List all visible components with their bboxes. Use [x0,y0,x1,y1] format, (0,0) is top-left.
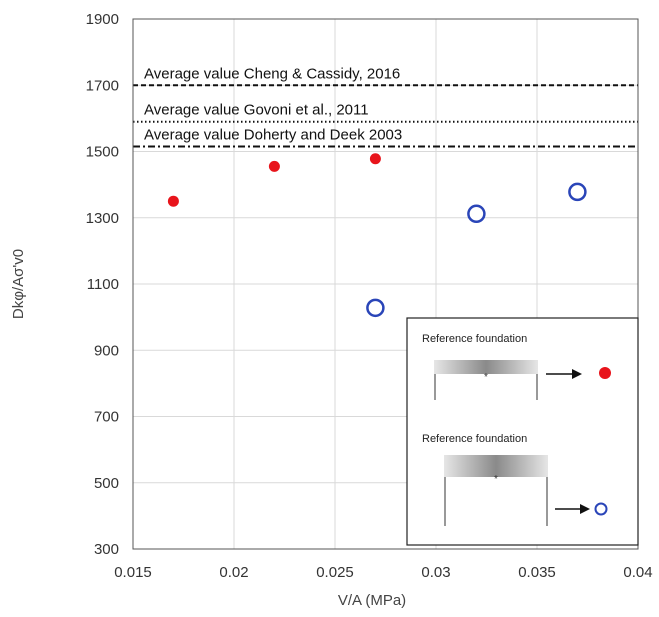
x-tick-label: 0.025 [316,564,354,581]
data-point-open [467,204,486,224]
reference-lines: Average value Cheng & Cassidy, 2016 Avera… [133,65,638,148]
x-axis-ticks: 0.015 0.02 0.025 0.03 0.035 0.04 [114,564,652,581]
legend: Reference foundation * Reference foundat… [406,317,639,546]
y-tick-label: 1700 [86,77,119,94]
x-tick-label: 0.04 [623,564,652,581]
x-tick-label: 0.02 [219,564,248,581]
x-tick-label: 0.03 [421,564,450,581]
reference-line-label: Average value Doherty and Deek 2003 [144,127,402,144]
y-tick-label: 700 [94,409,119,426]
data-point-filled [369,153,381,165]
arrow-icon [546,369,582,379]
y-tick-label: 1300 [86,210,119,227]
y-tick-label: 1900 [86,11,119,28]
svg-text:*: * [484,372,488,383]
foundation-schematic-large: * [444,455,548,526]
y-axis-title: Dkφ/Aσ'v0 [10,249,27,319]
legend-marker-filled [599,367,611,379]
data-point-filled [167,195,179,207]
plot-frame [132,18,639,550]
x-tick-label: 0.015 [114,564,152,581]
data-points [167,153,587,318]
x-axis-title: V/A (MPa) [338,592,406,609]
data-point-open [568,182,587,202]
legend-label-2: Reference foundation [422,433,527,445]
data-point-filled [268,160,280,172]
reference-line-label: Average value Govoni et al., 2011 [144,102,369,119]
arrow-icon [555,504,590,514]
legend-label-1: Reference foundation [422,333,527,345]
data-point-open [366,298,385,318]
x-tick-label: 0.035 [518,564,556,581]
y-tick-label: 1500 [86,144,119,161]
y-axis-ticks: 300 500 700 900 1100 1300 1500 1700 1900 [86,11,119,558]
legend-marker-open [594,502,608,516]
svg-text:*: * [494,474,498,485]
y-tick-label: 1100 [87,276,119,293]
y-tick-label: 500 [94,475,119,492]
y-tick-label: 300 [94,541,119,558]
y-tick-label: 900 [94,342,119,359]
foundation-schematic-small: * [434,360,538,400]
reference-line-label: Average value Cheng & Cassidy, 2016 [144,65,400,82]
